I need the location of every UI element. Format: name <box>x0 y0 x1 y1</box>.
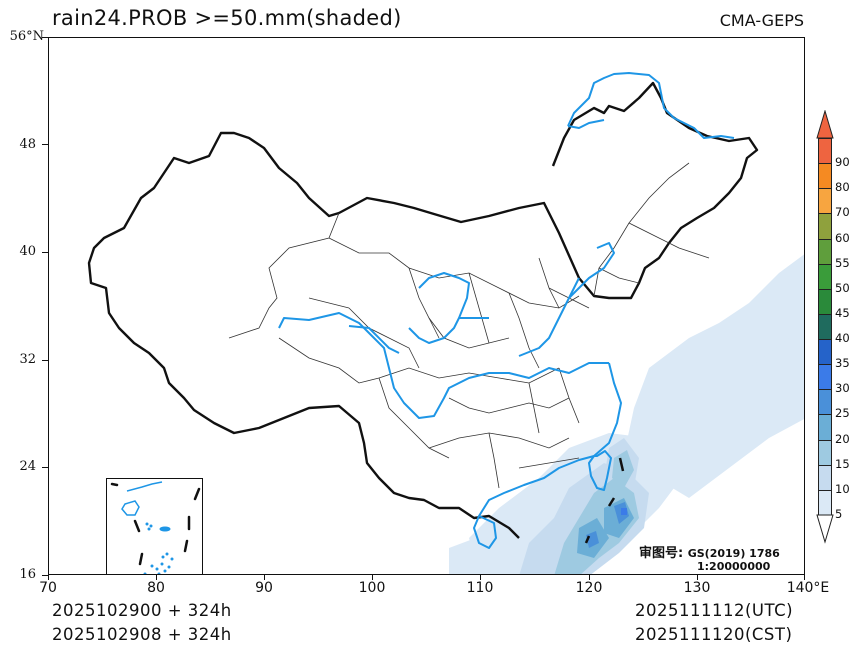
x-tick-label: 140°E <box>786 580 830 596</box>
x-tick <box>589 575 590 580</box>
inset-canvas <box>110 481 201 574</box>
colorbar-label: 35 <box>835 356 850 371</box>
colorbar-label: 20 <box>835 431 850 446</box>
colorbar-cell <box>818 138 832 165</box>
colorbar-cell <box>818 213 832 240</box>
south-china-sea-inset: 1:40000000 <box>106 478 203 574</box>
colorbar-cell <box>818 313 832 341</box>
x-tick <box>264 575 265 580</box>
colorbar-cell <box>818 163 832 190</box>
province-borders <box>228 162 710 489</box>
colorbar-cell <box>818 389 832 416</box>
x-tick-label: 130 <box>683 580 711 596</box>
approval-label: 审图号: <box>639 546 684 561</box>
colorbar-cell <box>818 489 832 516</box>
y-tick <box>42 37 48 38</box>
x-tick-label: 100 <box>358 580 386 596</box>
x-tick <box>372 575 373 580</box>
x-tick-label: 120 <box>575 580 603 596</box>
colorbar-label: 40 <box>835 331 850 346</box>
colorbar-cell <box>818 364 832 391</box>
y-tick-label: 24 <box>19 459 36 474</box>
national-border <box>87 81 759 539</box>
init-time-cst: 2025102908 + 324h <box>52 625 232 644</box>
y-tick-label: 40 <box>19 244 36 259</box>
valid-time-cst: 2025111120(CST) <box>635 625 793 644</box>
x-tick-label: 70 <box>39 580 57 596</box>
y-tick-label: 56°N <box>9 29 44 44</box>
y-tick <box>42 467 48 468</box>
x-tick <box>48 575 49 580</box>
nine-dash-line <box>584 457 625 544</box>
x-tick-label: 80 <box>147 580 165 596</box>
y-tick-label: 48 <box>19 137 36 152</box>
precip-shading <box>449 254 804 574</box>
rivers-coastline <box>278 72 735 549</box>
colorbar-label: 25 <box>835 406 850 421</box>
y-tick <box>42 575 48 576</box>
colorbar-bottom-arrow <box>816 514 834 544</box>
colorbar-label: 60 <box>835 230 850 245</box>
colorbar-label: 5 <box>835 507 843 521</box>
valid-time-utc: 2025111112(UTC) <box>635 601 794 620</box>
map-canvas <box>87 72 804 574</box>
colorbar-label: 15 <box>835 456 850 471</box>
colorbar-cell <box>818 339 832 366</box>
colorbar-label: 80 <box>835 180 850 195</box>
chart-title: rain24.PROB >=50.mm(shaded) <box>52 6 402 30</box>
colorbar-label: 55 <box>835 255 850 270</box>
y-tick <box>42 360 48 361</box>
colorbar-cell <box>818 188 832 215</box>
x-tick-label: 110 <box>466 580 494 596</box>
colorbar-cell <box>818 464 832 491</box>
init-time-utc: 2025102900 + 324h <box>52 601 232 620</box>
model-source-label: CMA-GEPS <box>719 11 804 30</box>
colorbar-label: 90 <box>835 155 850 170</box>
x-tick <box>804 575 805 580</box>
colorbar-cell <box>818 439 832 466</box>
y-tick <box>42 144 48 145</box>
colorbar-cell <box>818 288 832 315</box>
y-tick-label: 16 <box>19 567 36 582</box>
x-tick <box>697 575 698 580</box>
y-tick <box>42 252 48 253</box>
colorbar-label: 10 <box>835 481 850 496</box>
y-tick-label: 32 <box>19 352 36 367</box>
colorbar-cell <box>818 263 832 290</box>
colorbar-label: 30 <box>835 381 850 396</box>
colorbar-label: 50 <box>835 280 850 295</box>
map-approval-stamp: 审图号: GS(2019) 1786 <box>639 542 780 561</box>
x-tick <box>480 575 481 580</box>
map-plot-area: 1:40000000 审图号: GS(2019) 1786 1:20000000 <box>48 37 805 575</box>
colorbar-top-arrow <box>816 110 834 139</box>
colorbar-cell <box>818 414 832 441</box>
x-tick <box>156 575 157 580</box>
map-scale-label: 1:20000000 <box>697 560 771 573</box>
colorbar-label: 45 <box>835 305 850 320</box>
x-tick-label: 90 <box>255 580 273 596</box>
colorbar-cell <box>818 238 832 265</box>
approval-code: GS(2019) 1786 <box>687 547 780 560</box>
colorbar-label: 70 <box>835 205 850 220</box>
